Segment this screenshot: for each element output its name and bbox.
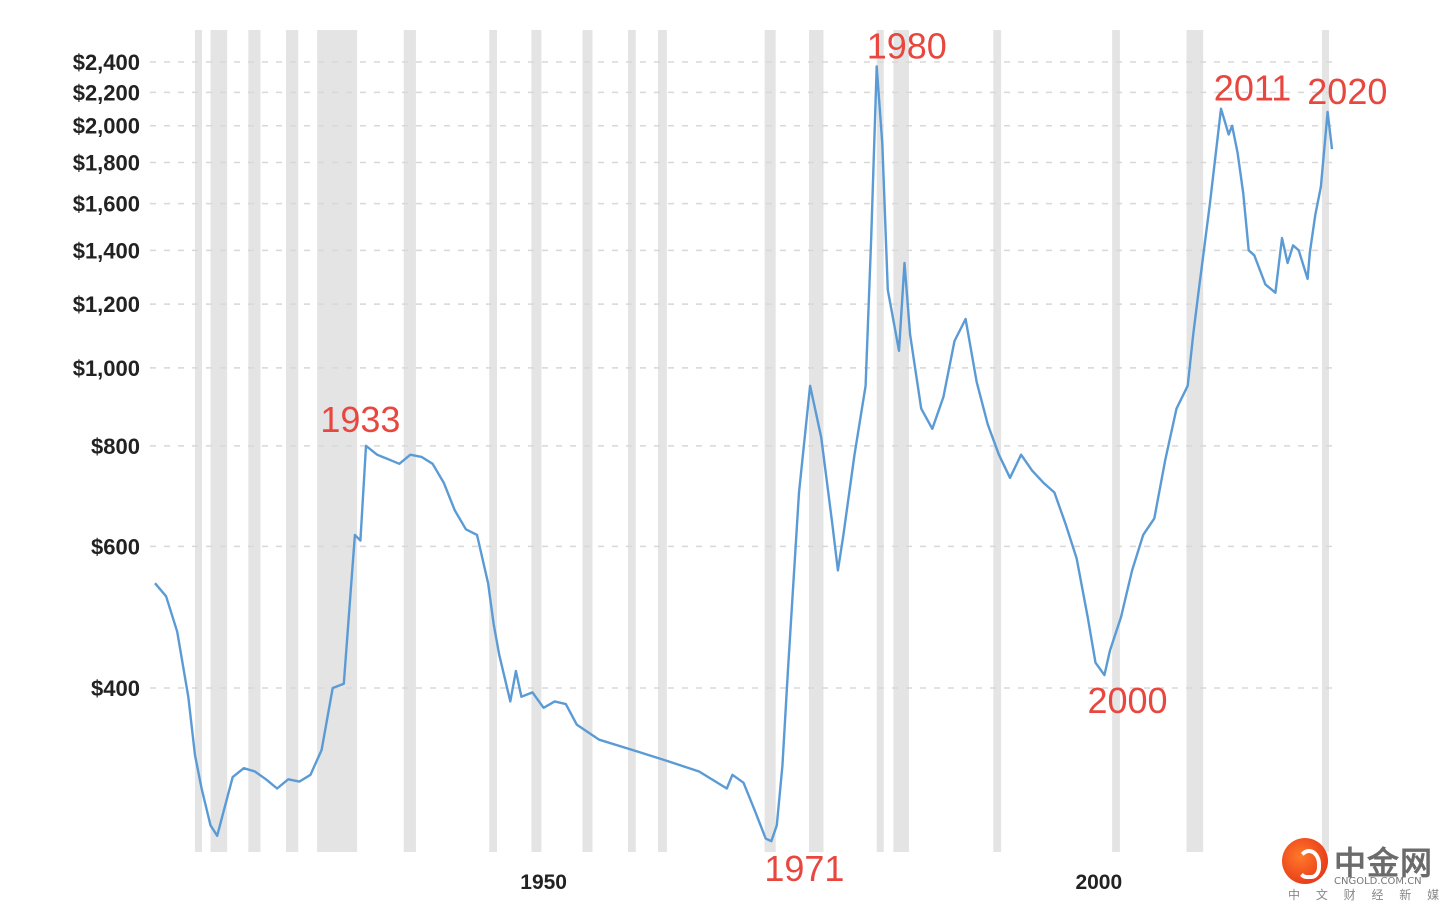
annotation-1980: 1980 — [867, 25, 947, 66]
y-tick-label: $400 — [91, 676, 140, 701]
x-axis-ticks: 1950 2000 — [520, 871, 1122, 894]
recession-band — [403, 30, 416, 852]
recession-band — [1322, 30, 1330, 852]
recession-band — [582, 30, 593, 852]
annotation-2000: 2000 — [1087, 680, 1167, 721]
y-tick-label: $2,000 — [73, 114, 140, 139]
x-tick-label: 1950 — [520, 871, 567, 894]
annotation-1971: 1971 — [764, 848, 844, 889]
recession-band — [993, 30, 1002, 852]
recession-band — [489, 30, 497, 852]
y-axis-ticks: $2,400 $2,200 $2,000 $1,800 $1,600 $1,400 $1,2… — [73, 50, 140, 701]
gridlines — [150, 61, 1332, 689]
x-tick-label: 2000 — [1075, 871, 1122, 894]
logo-mark-icon — [1282, 838, 1328, 884]
annotation-2011: 2011 — [1214, 68, 1291, 109]
series-layer — [154, 65, 1334, 843]
recession-band — [248, 30, 261, 852]
y-tick-label: $2,200 — [73, 80, 140, 105]
y-tick-label: $1,200 — [73, 292, 140, 317]
y-tick-label: $1,000 — [73, 356, 140, 381]
annotation-1933: 1933 — [320, 399, 400, 440]
y-tick-label: $1,600 — [73, 192, 140, 217]
recession-band — [764, 30, 776, 852]
recession-band — [628, 30, 636, 852]
annotation-2020: 2020 — [1307, 71, 1387, 112]
recession-band — [809, 30, 824, 852]
recession-band — [194, 30, 202, 852]
recession-band — [893, 30, 909, 852]
recession-band — [286, 30, 299, 852]
recession-band — [210, 30, 228, 852]
annotations: 1933 1971 1980 2000 2011 2020 — [320, 25, 1387, 889]
recession-band — [317, 30, 358, 852]
y-tick-label: $600 — [91, 534, 140, 559]
y-tick-label: $1,400 — [73, 238, 140, 263]
recession-band — [876, 30, 884, 852]
recession-bands — [194, 30, 1330, 852]
recession-band — [1186, 30, 1204, 852]
y-tick-label: $1,800 — [73, 151, 140, 176]
gold-price-line — [154, 65, 1334, 843]
cngold-logo: 中金网 CNGOLD.COM.CN 中 文 财 经 新 媒 体 — [1282, 836, 1440, 902]
recession-band — [531, 30, 542, 852]
y-tick-label: $2,400 — [73, 50, 140, 75]
logo-tagline: 中 文 财 经 新 媒 体 — [1288, 888, 1440, 902]
recession-band — [1112, 30, 1120, 852]
logo-name: 中金网 — [1334, 844, 1434, 882]
logo-domain: CNGOLD.COM.CN — [1334, 876, 1422, 887]
recession-band — [658, 30, 667, 852]
y-tick-label: $800 — [91, 434, 140, 459]
